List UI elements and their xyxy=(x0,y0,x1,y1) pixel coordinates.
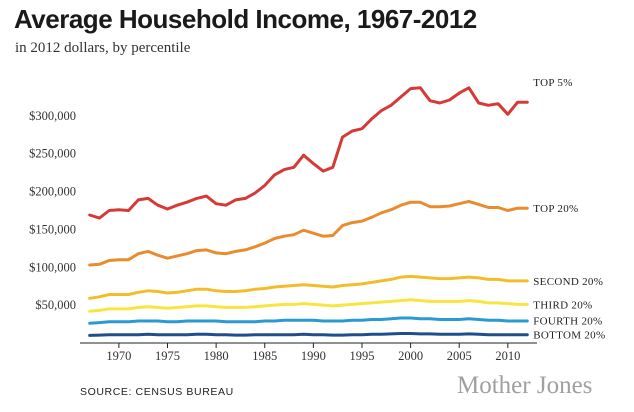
chart-subtitle: in 2012 dollars, by percentile xyxy=(15,40,191,56)
y-tick-label: $300,000 xyxy=(29,109,76,123)
series-line-fourth-20 xyxy=(88,316,529,325)
x-tick-label: 1975 xyxy=(155,349,180,363)
x-tick-label: 1995 xyxy=(349,349,374,363)
series-label-second-20: SECOND 20% xyxy=(533,276,603,288)
x-tick-label: 1985 xyxy=(252,349,277,363)
series-line-second-20 xyxy=(88,274,529,300)
source-note: SOURCE: CENSUS BUREAU xyxy=(80,386,234,398)
x-tick-label: 1970 xyxy=(106,349,131,363)
series-label-bottom-20: BOTTOM 20% xyxy=(533,330,605,342)
series-line-bottom-20 xyxy=(88,332,529,337)
x-tick-label: 2000 xyxy=(398,349,423,363)
series-label-fourth-20: FOURTH 20% xyxy=(533,316,602,328)
series-line-top-5 xyxy=(88,86,529,220)
series-label-top-20: TOP 20% xyxy=(533,203,578,215)
y-tick-label: $100,000 xyxy=(29,260,76,274)
y-tick-label: $50,000 xyxy=(35,298,76,312)
y-tick-label: $250,000 xyxy=(29,147,76,161)
y-tick-label: $150,000 xyxy=(29,222,76,236)
chart-title: Average Household Income, 1967-2012 xyxy=(14,4,477,34)
series-line-third-20 xyxy=(88,298,529,313)
x-tick-label: 1990 xyxy=(301,349,326,363)
brand-logo: Mother Jones xyxy=(457,372,593,399)
series-line-top-20 xyxy=(88,199,529,267)
x-tick-label: 1980 xyxy=(204,349,229,363)
y-tick-label: $200,000 xyxy=(29,185,76,199)
series-label-top-5: TOP 5% xyxy=(533,77,572,89)
x-tick-label: 2005 xyxy=(447,349,472,363)
x-tick-label: 2010 xyxy=(495,349,520,363)
series-label-third-20: THIRD 20% xyxy=(533,299,592,311)
